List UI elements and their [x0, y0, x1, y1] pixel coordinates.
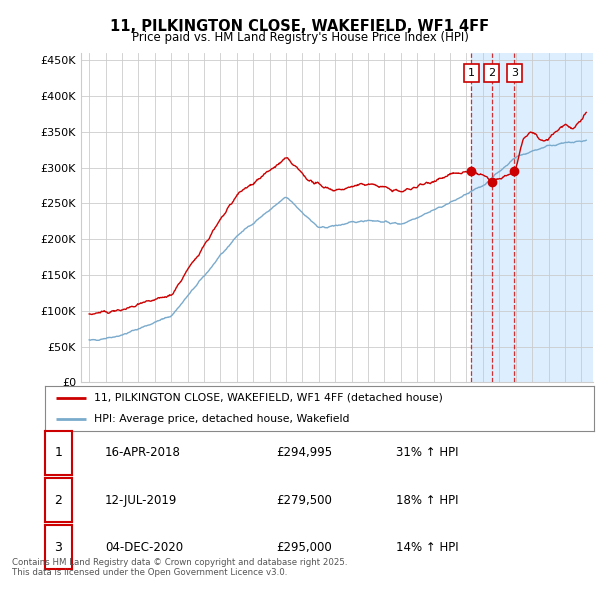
Text: 16-APR-2018: 16-APR-2018: [105, 446, 181, 460]
Text: Contains HM Land Registry data © Crown copyright and database right 2025.
This d: Contains HM Land Registry data © Crown c…: [12, 558, 347, 577]
Text: HPI: Average price, detached house, Wakefield: HPI: Average price, detached house, Wake…: [94, 414, 350, 424]
Text: 1: 1: [55, 446, 62, 460]
Text: £295,000: £295,000: [276, 540, 332, 554]
Text: 1: 1: [468, 68, 475, 78]
Text: 31% ↑ HPI: 31% ↑ HPI: [396, 446, 458, 460]
Text: 3: 3: [511, 68, 518, 78]
Text: 3: 3: [55, 540, 62, 554]
Text: 04-DEC-2020: 04-DEC-2020: [105, 540, 183, 554]
Text: 18% ↑ HPI: 18% ↑ HPI: [396, 493, 458, 507]
Text: £294,995: £294,995: [276, 446, 332, 460]
Text: 11, PILKINGTON CLOSE, WAKEFIELD, WF1 4FF: 11, PILKINGTON CLOSE, WAKEFIELD, WF1 4FF: [110, 19, 490, 34]
Text: 14% ↑ HPI: 14% ↑ HPI: [396, 540, 458, 554]
Bar: [471, 53, 593, 382]
Text: 2: 2: [55, 493, 62, 507]
Text: 2: 2: [488, 68, 495, 78]
Text: Price paid vs. HM Land Registry's House Price Index (HPI): Price paid vs. HM Land Registry's House …: [131, 31, 469, 44]
Text: £279,500: £279,500: [276, 493, 332, 507]
Text: 11, PILKINGTON CLOSE, WAKEFIELD, WF1 4FF (detached house): 11, PILKINGTON CLOSE, WAKEFIELD, WF1 4FF…: [94, 393, 443, 403]
Text: 12-JUL-2019: 12-JUL-2019: [105, 493, 178, 507]
